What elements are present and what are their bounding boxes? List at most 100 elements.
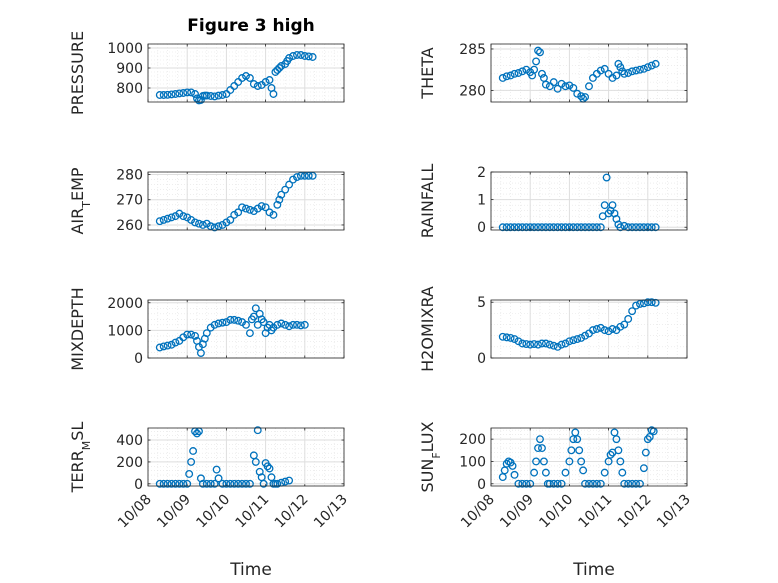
data-point: [522, 479, 531, 488]
data-point: [604, 327, 613, 336]
data-point: [614, 446, 623, 455]
data-point: [191, 331, 199, 340]
y-tick-label: 900: [116, 61, 143, 77]
data-point: [289, 52, 297, 60]
data-point: [242, 204, 250, 213]
data-point: [242, 320, 250, 329]
data-point: [549, 78, 558, 87]
data-point: [155, 479, 164, 488]
data-point: [545, 340, 554, 349]
data-point: [616, 63, 625, 72]
data-point: [159, 479, 168, 488]
subplot-mixdepth: 0 1000 2000 MIXDEPTH: [68, 287, 345, 371]
data-point: [230, 210, 239, 219]
y-tick-label: 0: [134, 477, 143, 493]
data-point: [245, 329, 254, 338]
data-point: [175, 479, 184, 488]
data-point: [616, 223, 625, 232]
data-point: [514, 223, 523, 232]
data-point: [579, 466, 588, 475]
data-point: [187, 88, 196, 97]
y-tick-label: 200: [116, 455, 143, 471]
data-point: [218, 479, 227, 488]
data-point: [249, 207, 258, 216]
data-point: [636, 479, 644, 488]
data-point: [206, 222, 215, 231]
data-point: [508, 461, 517, 470]
data-point: [567, 446, 576, 455]
y-tick-label: 0: [477, 477, 486, 493]
data-point: [234, 316, 243, 325]
data-point: [596, 479, 605, 488]
data-point: [502, 223, 511, 232]
data-point: [612, 71, 621, 80]
plot-area: [148, 172, 344, 230]
data-point: [506, 71, 515, 80]
data-point: [210, 479, 219, 488]
data-point: [238, 74, 247, 82]
data-point: [185, 470, 194, 478]
data-point: [273, 66, 282, 74]
data-point: [522, 340, 531, 349]
data-point: [510, 69, 519, 78]
x-tick-label: 10/11: [576, 492, 616, 532]
data-point: [273, 200, 282, 209]
subplot-theta: 280 285 THETA: [418, 42, 688, 103]
data-point: [628, 307, 637, 316]
x-tick-label: 10/10: [193, 492, 233, 532]
data-point: [289, 320, 297, 329]
data-point: [163, 479, 172, 488]
data-point: [183, 330, 192, 339]
data-point: [514, 337, 523, 346]
data-point: [163, 214, 172, 223]
data-point: [167, 90, 176, 99]
data-point: [304, 171, 313, 180]
y-axis-label: RAINFALL: [418, 164, 437, 239]
data-point: [245, 479, 254, 488]
data-point: [155, 217, 164, 226]
data-point: [285, 180, 294, 189]
data-point: [293, 320, 301, 329]
data-point: [526, 340, 535, 349]
axes-box: [490, 171, 688, 231]
data-point: [581, 93, 590, 101]
data-point: [651, 59, 660, 68]
data-point: [636, 299, 644, 308]
data-point: [588, 479, 597, 488]
data-point: [647, 298, 656, 307]
data-point: [588, 74, 597, 82]
data-point: [510, 470, 519, 479]
x-tick-label: 10/08: [115, 492, 155, 532]
data-point: [557, 223, 566, 232]
data-point: [522, 223, 531, 232]
data-point: [522, 65, 531, 74]
data-point: [510, 335, 519, 343]
data-point: [300, 52, 309, 60]
data-point: [308, 53, 317, 61]
data-point: [506, 333, 515, 342]
data-point: [604, 69, 613, 78]
data-point: [624, 223, 633, 232]
data-point: [606, 450, 615, 459]
data-point: [647, 61, 656, 70]
data-point: [226, 315, 235, 324]
data-point: [187, 330, 196, 339]
plot-area: [491, 44, 687, 102]
data-point: [545, 223, 554, 232]
x-tick-label: 10/13: [311, 492, 351, 532]
data-point: [639, 64, 648, 73]
data-point: [253, 82, 262, 90]
data-point: [573, 223, 582, 232]
data-point: [545, 82, 554, 91]
data-point: [541, 223, 550, 232]
y-tick-label: 200: [459, 432, 486, 448]
data-point: [596, 66, 605, 75]
data-point: [577, 223, 586, 232]
data-point: [651, 298, 660, 307]
data-point: [565, 81, 574, 90]
axes-box: [490, 43, 688, 103]
y-tick-label: 800: [116, 81, 143, 97]
data-point: [557, 479, 566, 488]
data-point: [179, 89, 188, 97]
